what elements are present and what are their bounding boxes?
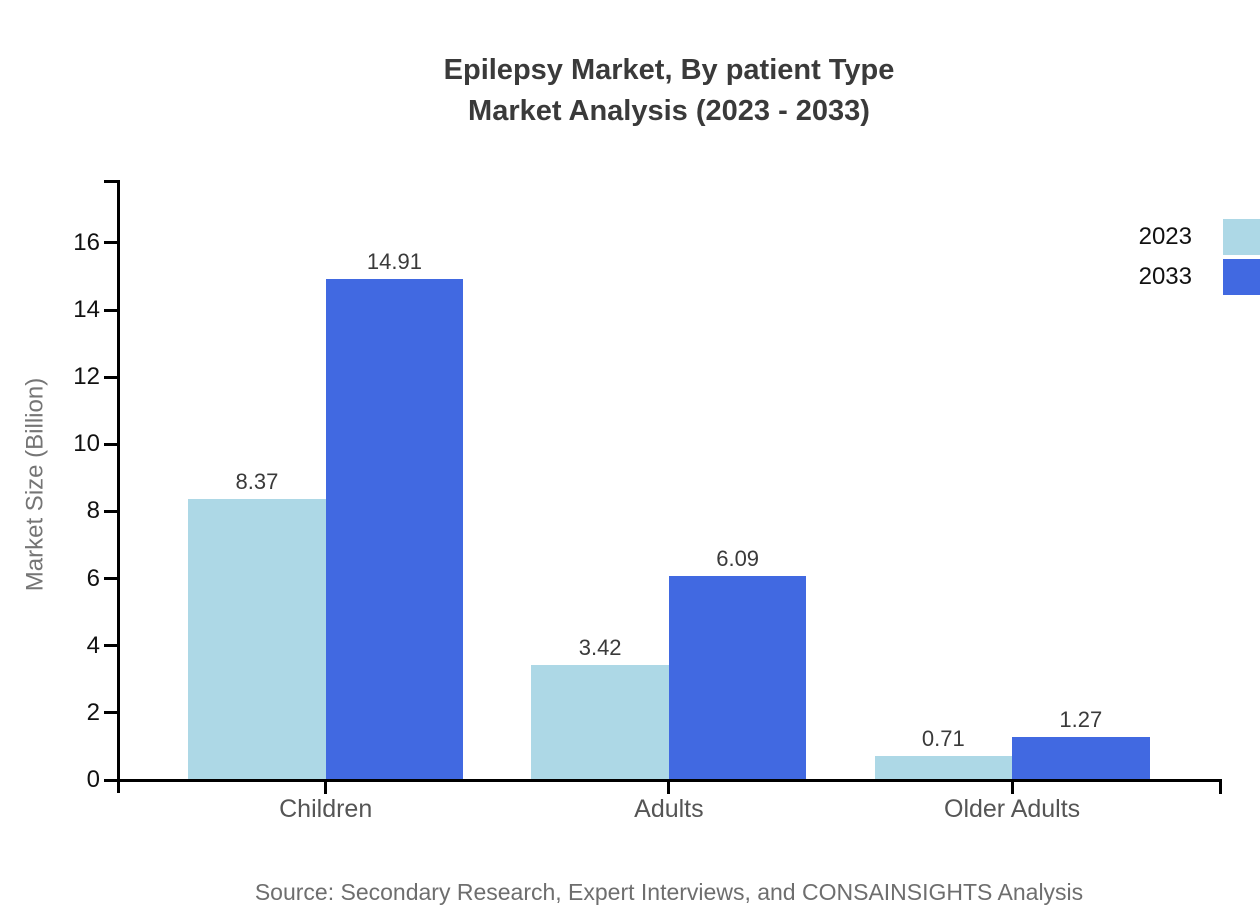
bar-older-adults-2033 <box>1012 737 1150 780</box>
y-tick-14 <box>104 308 118 312</box>
y-tick-label-2: 2 <box>86 698 100 726</box>
chart-title-line-1: Epilepsy Market, By patient Type <box>443 54 895 86</box>
y-tick-label-12: 12 <box>73 363 100 391</box>
y-tick-2 <box>104 711 118 715</box>
legend-swatch-2023 <box>1223 219 1260 255</box>
y-tick-label-14: 14 <box>73 296 100 324</box>
y-tick-label-4: 4 <box>86 631 100 659</box>
bar-older-adults-2023 <box>874 756 1013 780</box>
y-tick-4 <box>104 644 118 648</box>
bar-value-label-older-adults-2033: 1.27 <box>1059 707 1103 733</box>
y-tick-label-16: 16 <box>73 228 100 256</box>
y-tick-6 <box>104 577 118 581</box>
chart-title-line-2: Market Analysis (2023 - 2033) <box>468 95 870 127</box>
y-tick-10 <box>104 442 118 446</box>
x-tick-children <box>324 779 328 794</box>
legend-item-2033: 2033 <box>1139 259 1260 295</box>
x-tick-adults <box>667 779 671 794</box>
legend-item-2023: 2023 <box>1139 219 1260 255</box>
bar-value-label-children-2033: 14.91 <box>366 249 422 275</box>
chart-title: Epilepsy Market, By patient Type Market … <box>39 50 1260 132</box>
category-label-adults: Adults <box>634 795 704 823</box>
y-tick-label-0: 0 <box>86 766 100 793</box>
category-label-children: Children <box>279 795 373 823</box>
bar-adults-2033 <box>668 575 807 780</box>
x-tick-older-adults <box>1010 779 1014 794</box>
bar-adults-2023 <box>531 665 669 780</box>
legend: 2023 2033 <box>1139 219 1260 299</box>
bar-children-2023 <box>188 499 326 780</box>
category-label-older-adults: Older Adults <box>944 795 1081 823</box>
bar-children-2033 <box>325 279 464 780</box>
y-tick-16 <box>104 241 118 245</box>
y-tick-label-10: 10 <box>73 430 100 458</box>
y-axis-top-cap <box>104 180 120 183</box>
y-axis-line <box>117 180 120 793</box>
bar-value-label-children-2023: 8.37 <box>235 469 279 495</box>
y-tick-label-6: 6 <box>86 564 100 592</box>
y-tick-8 <box>104 509 118 513</box>
y-tick-label-8: 8 <box>86 497 100 525</box>
legend-label-2033: 2033 <box>1138 263 1192 290</box>
legend-label-2023: 2023 <box>1138 223 1192 250</box>
bar-value-label-adults-2023: 3.42 <box>578 635 622 661</box>
bar-value-label-adults-2033: 6.09 <box>716 545 760 571</box>
bar-value-label-older-adults-2023: 0.71 <box>921 726 965 752</box>
source-note: Source: Secondary Research, Expert Inter… <box>254 879 1084 905</box>
x-axis-end-tick <box>1219 779 1222 794</box>
y-tick-12 <box>104 375 118 379</box>
legend-swatch-2033 <box>1223 259 1260 295</box>
x-axis-line <box>106 778 1222 782</box>
